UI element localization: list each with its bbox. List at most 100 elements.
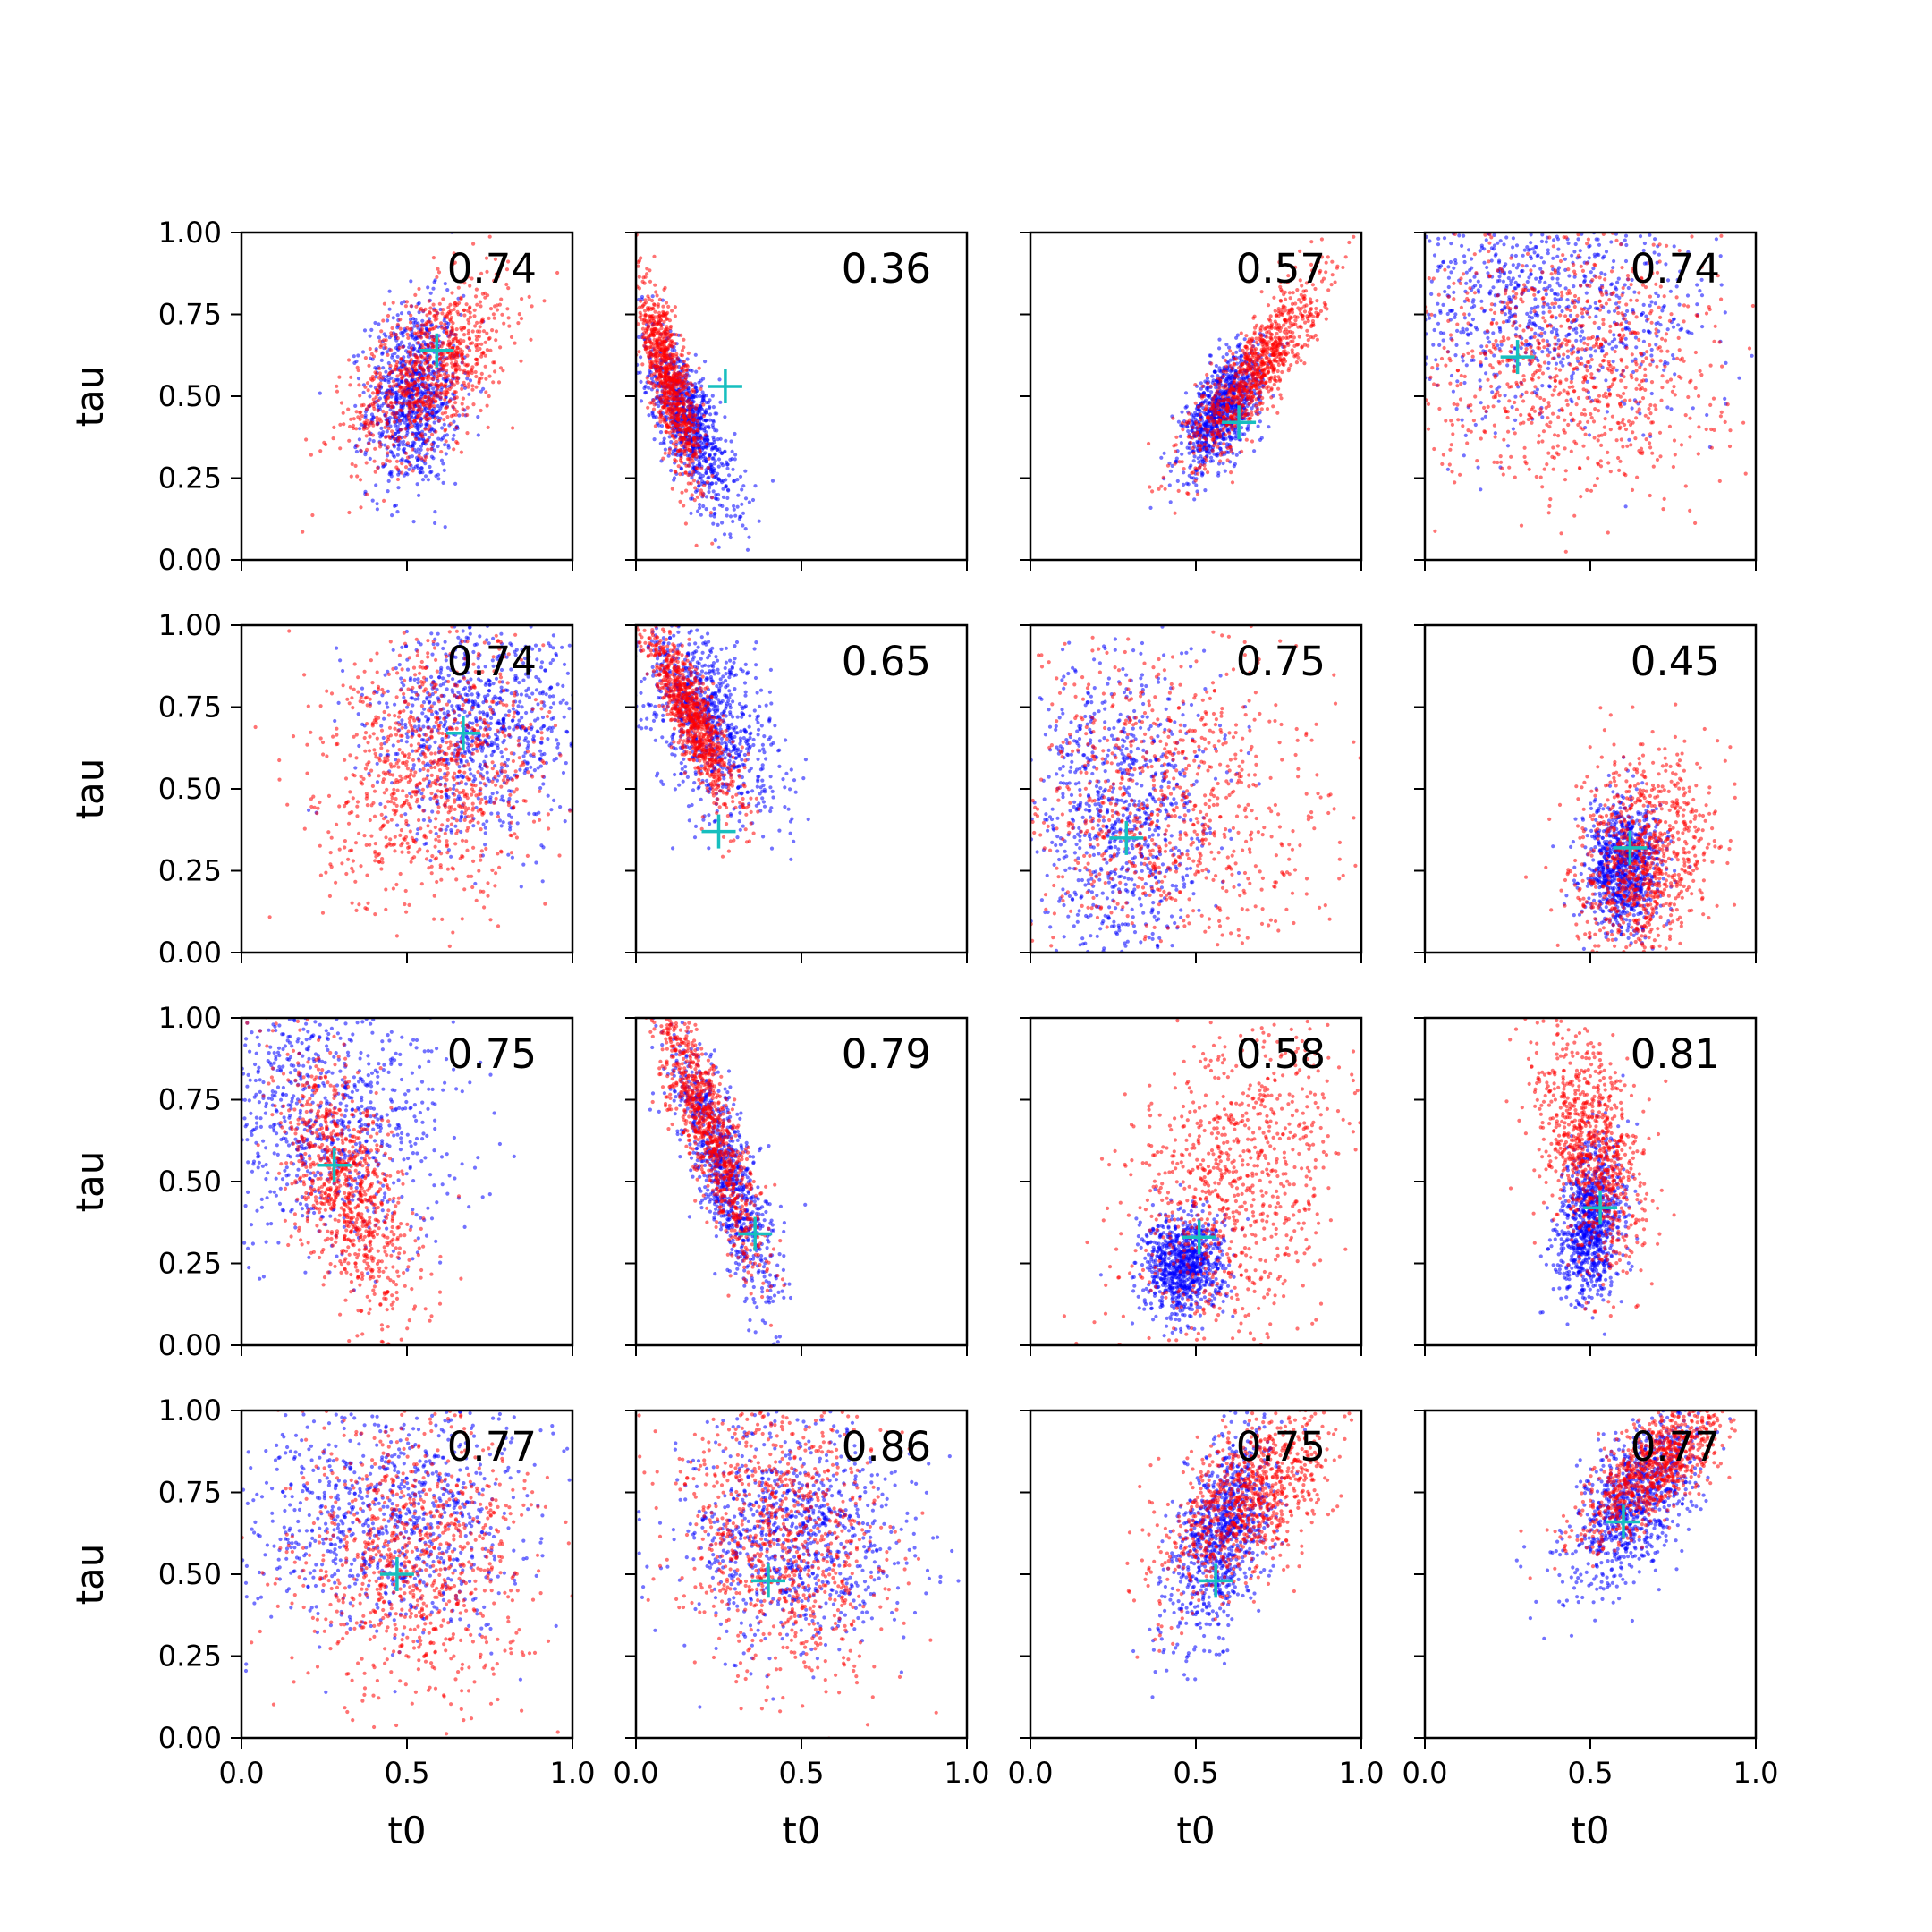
blue-point: [402, 439, 406, 444]
blue-point: [1246, 424, 1250, 428]
red-point: [1200, 384, 1205, 388]
red-point: [405, 326, 410, 330]
red-point: [485, 348, 490, 352]
red-point: [479, 408, 483, 413]
blue-point: [406, 460, 411, 464]
red-point: [411, 432, 415, 436]
blue-point: [438, 406, 443, 411]
red-point: [420, 397, 425, 402]
red-point: [423, 394, 428, 399]
red-point: [1272, 382, 1276, 386]
red-point: [465, 353, 470, 358]
blue-point: [419, 416, 423, 421]
blue-point: [1222, 437, 1226, 442]
red-point: [403, 366, 408, 370]
red-point: [453, 368, 459, 372]
red-point: [679, 420, 683, 425]
red-point: [357, 383, 361, 387]
blue-point: [654, 415, 658, 419]
blue-point: [706, 437, 710, 442]
blue-point: [711, 405, 716, 410]
red-point: [394, 459, 400, 463]
red-point: [304, 437, 309, 442]
red-point: [487, 336, 491, 341]
red-point: [685, 382, 690, 386]
red-point: [1191, 425, 1195, 429]
blue-point: [1224, 442, 1229, 446]
blue-point: [757, 519, 761, 523]
red-point: [392, 436, 396, 441]
blue-point: [431, 386, 436, 391]
red-point: [411, 447, 415, 452]
blue-point: [1187, 451, 1191, 455]
red-point: [1250, 359, 1255, 363]
red-point: [1237, 366, 1241, 370]
red-point: [505, 307, 510, 311]
red-point: [666, 304, 671, 309]
blue-point: [713, 511, 717, 516]
red-point: [475, 320, 479, 325]
blue-point: [353, 403, 358, 408]
red-point: [492, 316, 496, 320]
blue-point: [740, 502, 744, 506]
blue-point: [669, 440, 674, 445]
red-point: [375, 415, 379, 419]
red-point: [687, 437, 691, 442]
red-point: [665, 410, 669, 414]
red-point: [658, 318, 663, 322]
red-point: [450, 364, 454, 369]
red-point: [527, 294, 531, 299]
red-point: [1288, 296, 1292, 301]
red-point: [1278, 298, 1283, 303]
red-point: [452, 353, 457, 358]
red-point: [427, 398, 431, 402]
red-point: [1278, 310, 1283, 315]
red-point: [405, 441, 410, 445]
red-point: [640, 326, 646, 331]
red-point: [1229, 384, 1233, 388]
red-point: [648, 314, 653, 318]
red-point: [460, 386, 464, 391]
red-point: [681, 384, 685, 388]
blue-point: [412, 346, 417, 351]
red-point: [447, 386, 452, 392]
blue-point: [1218, 441, 1223, 445]
red-point: [443, 384, 447, 389]
red-point: [1309, 308, 1313, 312]
red-point: [452, 251, 456, 256]
red-point: [374, 371, 378, 377]
blue-point: [651, 413, 656, 418]
red-point: [689, 449, 693, 453]
red-point: [657, 410, 662, 414]
red-point: [473, 324, 478, 328]
red-point: [666, 371, 671, 376]
blue-point: [1208, 451, 1212, 455]
blue-point: [387, 289, 392, 293]
red-point: [669, 360, 674, 364]
blue-point: [1218, 446, 1223, 451]
red-point: [443, 397, 447, 402]
red-point: [684, 373, 689, 377]
blue-point: [481, 386, 486, 391]
blue-point: [394, 393, 399, 397]
red-point: [700, 491, 705, 496]
red-point: [377, 385, 382, 389]
red-point: [1324, 260, 1328, 265]
blue-point: [708, 513, 713, 518]
red-point: [530, 304, 534, 309]
red-point: [504, 267, 510, 272]
blue-point: [402, 446, 407, 451]
red-point: [663, 349, 667, 353]
blue-point: [753, 484, 758, 488]
red-point: [648, 268, 652, 273]
red-point: [496, 380, 502, 385]
red-point: [653, 283, 657, 287]
blue-point: [1192, 454, 1197, 459]
red-point: [677, 378, 682, 383]
blue-point: [352, 360, 357, 365]
red-point: [474, 287, 479, 292]
red-point: [1221, 369, 1225, 374]
red-point: [1174, 435, 1179, 439]
red-point: [431, 256, 436, 260]
blue-point: [395, 354, 400, 359]
